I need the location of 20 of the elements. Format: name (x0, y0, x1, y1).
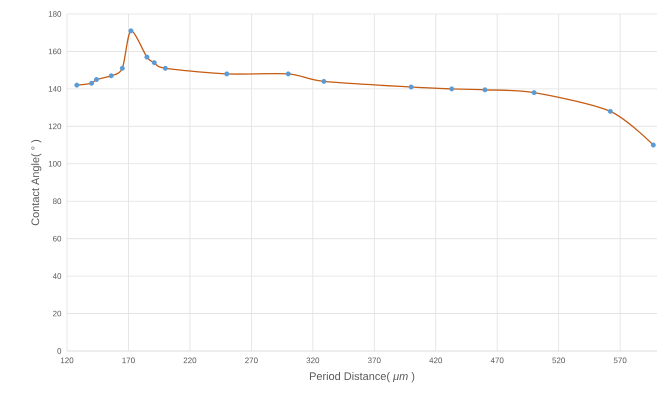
point (532, 90, 537, 96)
point (482, 87, 488, 92)
x-axis-title: Period Distance( μm ) (310, 372, 414, 382)
point (89, 80, 94, 86)
point (321, 78, 326, 84)
point (449, 86, 454, 92)
point (108, 73, 114, 78)
point (94, 77, 99, 82)
point (286, 71, 291, 76)
y-axis-title: Contact Angle( ° ) (31, 140, 42, 226)
point (152, 60, 157, 66)
point (144, 54, 150, 60)
point (74, 82, 80, 88)
point (162, 66, 168, 71)
point (224, 71, 230, 76)
point (650, 142, 656, 148)
point (128, 28, 134, 34)
point (408, 84, 414, 90)
point (608, 108, 613, 114)
point (120, 66, 125, 71)
